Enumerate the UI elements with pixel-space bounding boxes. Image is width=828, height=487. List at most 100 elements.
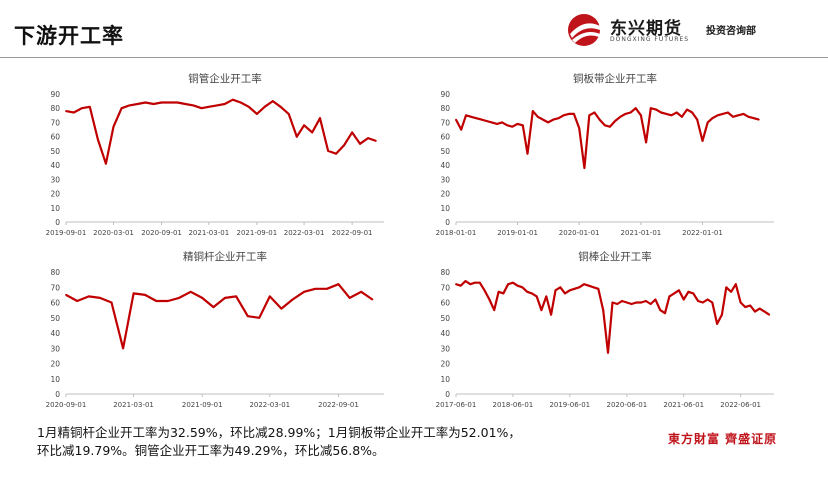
y-tick-label: 30 xyxy=(50,175,60,184)
y-tick-label: 70 xyxy=(440,283,450,292)
y-tick-label: 30 xyxy=(440,175,450,184)
data-point xyxy=(592,286,595,289)
page-title: 下游开工率 xyxy=(14,24,124,48)
data-point xyxy=(192,104,195,107)
data-point xyxy=(72,111,75,114)
data-point xyxy=(547,121,549,124)
data-point xyxy=(263,105,266,108)
chart-copper-rod-svg: 精铜杆企业开工率 0 10 20 30 40 50 60 70 80 2020-09-01 2021-… xyxy=(46,250,384,409)
data-point xyxy=(97,138,99,141)
data-point xyxy=(239,101,242,104)
data-point xyxy=(314,287,317,290)
data-point xyxy=(212,306,215,308)
data-point xyxy=(675,111,678,114)
data-point xyxy=(224,297,226,299)
y-tick-label: 10 xyxy=(50,204,60,213)
data-point xyxy=(598,118,601,121)
data-point xyxy=(583,283,585,286)
summary-text: 1月精铜杆企业开工率为32.59%，环比减28.99%；1月铜板带企业开工率为5… xyxy=(37,424,521,460)
y-tick-label: 30 xyxy=(440,344,450,353)
watermark: 東方財富 齊盛证原 xyxy=(668,432,778,446)
y-tick-label: 50 xyxy=(440,314,450,323)
data-point xyxy=(640,114,642,117)
y-tick-label: 0 xyxy=(445,390,450,399)
data-point xyxy=(701,140,704,142)
data-point xyxy=(531,292,533,295)
y-tick-label: 50 xyxy=(50,314,60,323)
x-tick-label: 2019-09-01 xyxy=(46,229,87,237)
data-point xyxy=(734,283,737,286)
data-point xyxy=(485,120,488,122)
data-point xyxy=(568,113,570,115)
data-point xyxy=(348,297,351,299)
data-point xyxy=(754,310,756,313)
data-point xyxy=(681,115,683,118)
data-point xyxy=(540,309,543,311)
y-tick-label: 20 xyxy=(50,360,60,369)
x-tick-label: 2022-06-01 xyxy=(720,401,761,409)
x-tick-label: 2022-03-01 xyxy=(249,401,290,409)
data-point xyxy=(607,351,609,354)
data-point xyxy=(506,124,509,127)
data-point xyxy=(550,313,552,316)
chart-copper-strip-svg: 铜板带企业开工率 0 10 20 30 40 50 60 70 80 90 2018-01-01 201… xyxy=(436,72,774,237)
y-tick-label: 60 xyxy=(50,133,60,142)
data-point xyxy=(474,281,476,284)
data-point xyxy=(480,118,483,121)
data-point xyxy=(464,280,467,282)
data-point xyxy=(687,290,690,293)
data-point xyxy=(516,123,519,125)
data-point xyxy=(122,347,124,350)
data-point xyxy=(691,111,694,114)
logo-department: 投资咨询部 xyxy=(706,26,756,37)
y-tick-label: 20 xyxy=(440,190,450,199)
data-point xyxy=(128,104,131,107)
data-point xyxy=(87,295,90,298)
data-point xyxy=(155,300,158,302)
data-point xyxy=(521,286,524,289)
y-tick-label: 40 xyxy=(50,161,60,170)
data-point xyxy=(664,312,666,315)
data-point xyxy=(168,101,171,104)
y-tick-label: 60 xyxy=(440,133,450,142)
x-tick-label: 2019-01-01 xyxy=(497,229,538,237)
data-point xyxy=(619,115,622,118)
data-point xyxy=(744,306,747,308)
series-line xyxy=(455,279,770,354)
data-point xyxy=(375,140,377,142)
x-tick-label: 2021-06-01 xyxy=(663,401,704,409)
data-point xyxy=(319,117,321,120)
data-point xyxy=(706,121,709,124)
chart-title: 铜管企业开工率 xyxy=(188,72,262,85)
data-point xyxy=(455,118,457,121)
y-tick-label: 90 xyxy=(50,90,60,99)
y-tick-label: 80 xyxy=(440,104,450,113)
data-point xyxy=(654,298,657,301)
data-point xyxy=(732,115,734,118)
x-tick-label: 2020-01-01 xyxy=(559,229,600,237)
data-point xyxy=(697,300,699,302)
data-point xyxy=(207,105,210,108)
data-point xyxy=(326,287,328,290)
y-tick-label: 40 xyxy=(50,329,60,338)
data-point xyxy=(216,104,218,107)
data-point xyxy=(711,117,714,120)
x-tick-label: 2017-06-01 xyxy=(436,401,477,409)
data-point xyxy=(465,114,467,117)
data-point xyxy=(609,125,611,128)
data-point xyxy=(678,289,680,292)
data-point xyxy=(578,127,581,129)
y-tick-label: 20 xyxy=(50,190,60,199)
x-tick-label: 2021-01-01 xyxy=(621,229,662,237)
data-point xyxy=(603,124,606,127)
x-tick-label: 2020-06-01 xyxy=(607,401,648,409)
data-point xyxy=(716,323,718,325)
data-point xyxy=(645,141,647,144)
x-tick-label: 2022-09-01 xyxy=(318,401,359,409)
data-point xyxy=(235,295,238,298)
data-point xyxy=(634,107,637,110)
data-point xyxy=(757,118,760,121)
data-point xyxy=(649,303,652,305)
data-point xyxy=(303,290,305,293)
y-tick-label: 30 xyxy=(50,344,60,353)
